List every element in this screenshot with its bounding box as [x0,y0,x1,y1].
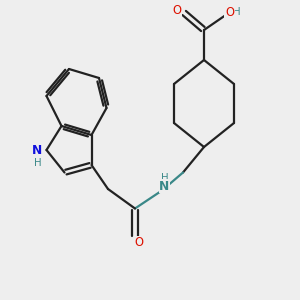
Text: H: H [34,158,42,168]
Text: O: O [134,236,143,250]
Text: H: H [232,7,240,17]
Text: N: N [32,143,42,157]
Text: O: O [172,4,182,17]
Text: N: N [159,179,170,193]
Text: O: O [225,6,234,19]
Text: H: H [161,173,169,183]
